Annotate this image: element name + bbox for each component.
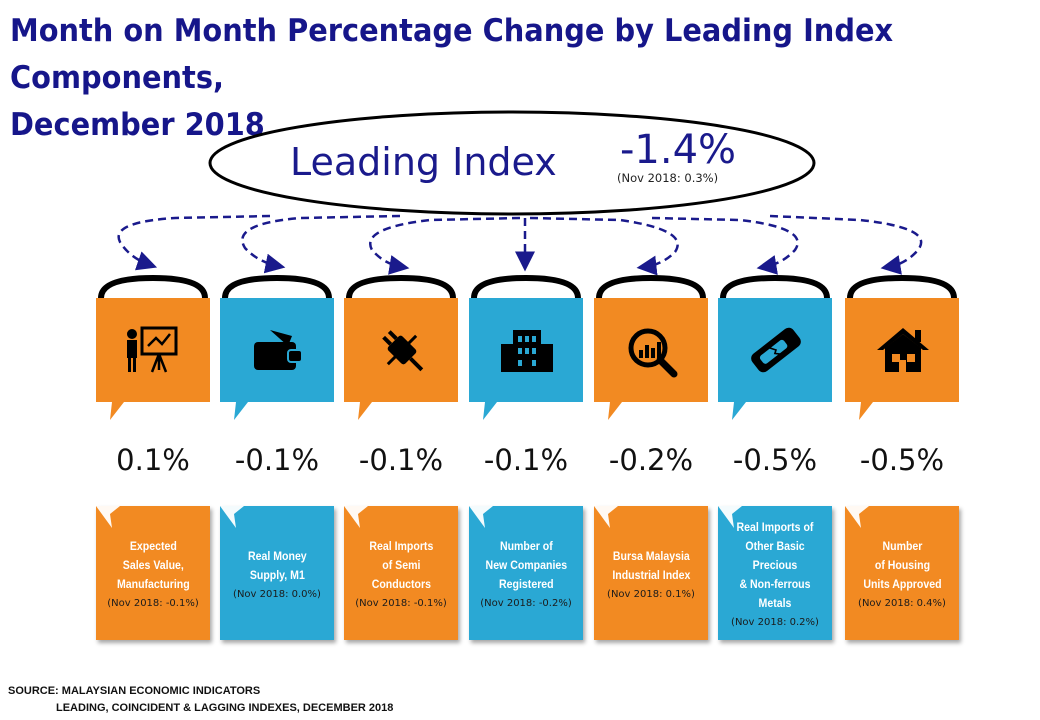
component-previous: (Nov 2018: 0.2%) (731, 617, 819, 628)
plug-icon (382, 330, 424, 372)
component-icon-card (845, 298, 959, 420)
component-value: -0.2% (608, 443, 694, 477)
chart-magnifier-icon (628, 328, 678, 378)
component-value: -0.1% (358, 443, 444, 477)
ring-decoration (471, 274, 581, 316)
component-name: Bursa Malaysia Industrial Index (611, 548, 691, 582)
ring-decoration (847, 274, 957, 316)
component-previous: (Nov 2018: -0.1%) (355, 598, 447, 609)
component-value: 0.1% (116, 443, 190, 477)
house-icon (877, 328, 929, 372)
component-label-card: Real Imports of Semi Conductors (Nov 2018… (344, 506, 458, 640)
component-name: Real Imports of Semi Conductors (369, 539, 433, 591)
component-previous: (Nov 2018: -0.2%) (480, 598, 572, 609)
ring-decoration (596, 274, 706, 316)
component-name: Expected Sales Value, Manufacturing (116, 539, 190, 591)
arrow-1 (117, 214, 271, 271)
component-value: -0.5% (859, 443, 945, 477)
source-line-1: SOURCE: MALAYSIAN ECONOMIC INDICATORS (8, 685, 261, 697)
wallet-icon (254, 330, 303, 370)
component-icon-card (718, 298, 832, 420)
building-icon (501, 330, 553, 372)
component-label-card: Expected Sales Value, Manufacturing (Nov … (96, 506, 210, 640)
presentation-icon (127, 326, 178, 373)
source-line-2: LEADING, COINCIDENT & LAGGING INDEXES, D… (56, 702, 394, 714)
component-name: Number of New Companies Registered (485, 539, 567, 591)
component-icon-card (96, 298, 210, 420)
arrow-7 (769, 214, 923, 275)
leading-index-previous: (Nov 2018: 0.3%) (617, 171, 719, 185)
component-name: Real Imports of Other Basic Precious & N… (736, 520, 814, 610)
component-previous: (Nov 2018: 0.1%) (607, 588, 695, 600)
arrow-2 (241, 214, 401, 274)
leading-index-label: Leading Index (290, 140, 557, 184)
component-previous: (Nov 2018: -0.1%) (107, 598, 199, 609)
component-value: -0.1% (234, 443, 320, 477)
component-icon-card (594, 298, 708, 420)
component-label-card: Real Money Supply, M1 (Nov 2018: 0.0%) (220, 506, 334, 640)
component-label-card: Number of Housing Units Approved (Nov 201… (845, 506, 959, 640)
component-name: Real Money Supply, M1 (247, 548, 307, 582)
arrow-3 (369, 216, 521, 275)
component-icon-card (220, 298, 334, 420)
component-label-card: Real Imports of Other Basic Precious & N… (718, 506, 832, 640)
component-label-card: Number of New Companies Registered (Nov 2… (469, 506, 583, 640)
leading-index-ellipse (208, 110, 816, 216)
page-title: Month on Month Percentage Change by Lead… (10, 13, 894, 143)
leading-index-value: -1.4% (620, 127, 737, 173)
component-previous: (Nov 2018: 0.0%) (233, 588, 321, 600)
leading-index-connector-diagram (117, 110, 923, 276)
component-name: Number of Housing Units Approved (862, 539, 942, 591)
arrow-5 (529, 216, 679, 276)
component-label-card: Bursa Malaysia Industrial Index (Nov 2018… (594, 506, 708, 640)
ring-decoration (346, 274, 456, 316)
source-note: SOURCE: MALAYSIAN ECONOMIC INDICATORS LE… (8, 683, 393, 717)
ring-decoration (222, 274, 332, 316)
component-icon-card (469, 298, 583, 420)
component-previous: (Nov 2018: 0.4%) (858, 598, 946, 609)
component-icon-card (344, 298, 458, 420)
metal-bar-icon (751, 327, 801, 373)
component-value: -0.1% (483, 443, 569, 477)
arrow-6 (651, 216, 799, 275)
ring-decoration (98, 274, 208, 316)
component-value: -0.5% (732, 443, 818, 477)
ring-decoration (720, 274, 830, 316)
